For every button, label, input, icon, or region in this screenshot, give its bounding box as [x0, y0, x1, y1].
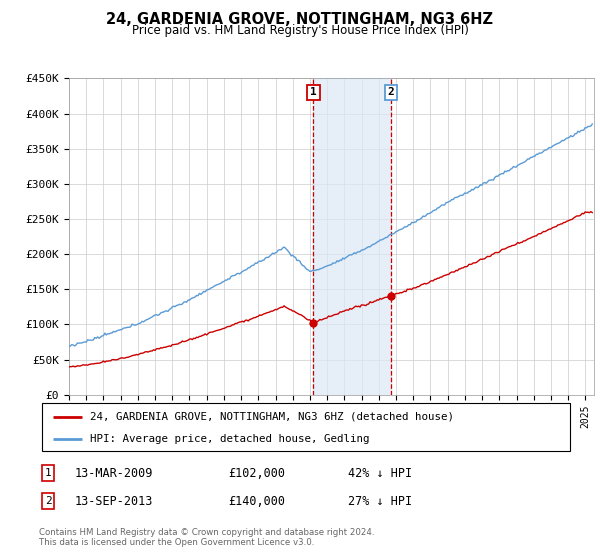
Text: Price paid vs. HM Land Registry's House Price Index (HPI): Price paid vs. HM Land Registry's House …	[131, 24, 469, 37]
Text: 2: 2	[388, 87, 394, 97]
Text: 24, GARDENIA GROVE, NOTTINGHAM, NG3 6HZ (detached house): 24, GARDENIA GROVE, NOTTINGHAM, NG3 6HZ …	[89, 412, 454, 422]
Text: 27% ↓ HPI: 27% ↓ HPI	[348, 494, 412, 508]
Text: HPI: Average price, detached house, Gedling: HPI: Average price, detached house, Gedl…	[89, 434, 369, 444]
Text: 42% ↓ HPI: 42% ↓ HPI	[348, 466, 412, 480]
Text: 2: 2	[44, 496, 52, 506]
Text: 1: 1	[44, 468, 52, 478]
Text: Contains HM Land Registry data © Crown copyright and database right 2024.
This d: Contains HM Land Registry data © Crown c…	[39, 528, 374, 547]
Text: 13-MAR-2009: 13-MAR-2009	[75, 466, 154, 480]
Text: 13-SEP-2013: 13-SEP-2013	[75, 494, 154, 508]
Text: £102,000: £102,000	[228, 466, 285, 480]
Text: £140,000: £140,000	[228, 494, 285, 508]
Text: 24, GARDENIA GROVE, NOTTINGHAM, NG3 6HZ: 24, GARDENIA GROVE, NOTTINGHAM, NG3 6HZ	[107, 12, 493, 27]
Bar	[313, 78, 391, 395]
Text: 1: 1	[310, 87, 317, 97]
